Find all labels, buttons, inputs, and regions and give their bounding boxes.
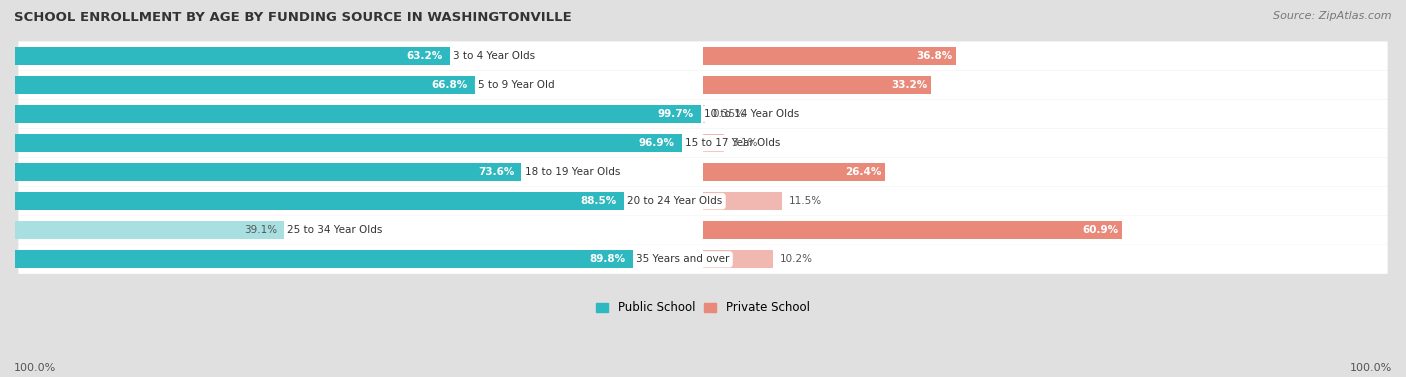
- Text: 73.6%: 73.6%: [478, 167, 515, 177]
- Text: 33.2%: 33.2%: [891, 80, 928, 90]
- Text: 60.9%: 60.9%: [1083, 225, 1119, 235]
- Text: 18 to 19 Year Olds: 18 to 19 Year Olds: [524, 167, 620, 177]
- Bar: [703, 163, 884, 181]
- Text: 26.4%: 26.4%: [845, 167, 882, 177]
- Bar: [703, 250, 773, 268]
- Text: 88.5%: 88.5%: [581, 196, 617, 206]
- Text: 20 to 24 Year Olds: 20 to 24 Year Olds: [627, 196, 723, 206]
- Text: 15 to 17 Year Olds: 15 to 17 Year Olds: [685, 138, 780, 148]
- FancyBboxPatch shape: [18, 41, 1388, 70]
- Bar: [703, 76, 931, 94]
- Text: Source: ZipAtlas.com: Source: ZipAtlas.com: [1274, 11, 1392, 21]
- FancyBboxPatch shape: [18, 70, 1388, 100]
- Text: 100.0%: 100.0%: [1350, 363, 1392, 373]
- Bar: [703, 105, 706, 123]
- FancyBboxPatch shape: [18, 216, 1388, 245]
- Bar: [15, 192, 624, 210]
- Text: 63.2%: 63.2%: [406, 51, 443, 61]
- Bar: [15, 250, 633, 268]
- Text: 5 to 9 Year Old: 5 to 9 Year Old: [478, 80, 554, 90]
- FancyBboxPatch shape: [18, 187, 1388, 216]
- Text: 89.8%: 89.8%: [591, 254, 626, 264]
- Bar: [15, 47, 450, 65]
- FancyBboxPatch shape: [18, 245, 1388, 274]
- Text: 36.8%: 36.8%: [917, 51, 953, 61]
- Text: 66.8%: 66.8%: [432, 80, 468, 90]
- Text: 100.0%: 100.0%: [14, 363, 56, 373]
- Bar: [15, 221, 284, 239]
- Text: SCHOOL ENROLLMENT BY AGE BY FUNDING SOURCE IN WASHINGTONVILLE: SCHOOL ENROLLMENT BY AGE BY FUNDING SOUR…: [14, 11, 572, 24]
- Text: 96.9%: 96.9%: [638, 138, 675, 148]
- Legend: Public School, Private School: Public School, Private School: [592, 297, 814, 319]
- Bar: [15, 76, 475, 94]
- Bar: [703, 134, 724, 152]
- Bar: [703, 221, 1122, 239]
- Text: 25 to 34 Year Olds: 25 to 34 Year Olds: [287, 225, 382, 235]
- Text: 10 to 14 Year Olds: 10 to 14 Year Olds: [704, 109, 800, 119]
- FancyBboxPatch shape: [18, 100, 1388, 129]
- Text: 10.2%: 10.2%: [780, 254, 813, 264]
- Text: 11.5%: 11.5%: [789, 196, 823, 206]
- Bar: [15, 134, 682, 152]
- Text: 3.1%: 3.1%: [731, 138, 758, 148]
- Bar: [15, 105, 702, 123]
- Text: 35 Years and over: 35 Years and over: [637, 254, 730, 264]
- Bar: [703, 47, 956, 65]
- Text: 99.7%: 99.7%: [658, 109, 695, 119]
- FancyBboxPatch shape: [18, 158, 1388, 187]
- Text: 39.1%: 39.1%: [245, 225, 277, 235]
- Bar: [15, 163, 522, 181]
- Text: 0.35%: 0.35%: [713, 109, 745, 119]
- Text: 3 to 4 Year Olds: 3 to 4 Year Olds: [453, 51, 536, 61]
- Bar: [703, 192, 782, 210]
- FancyBboxPatch shape: [18, 129, 1388, 158]
